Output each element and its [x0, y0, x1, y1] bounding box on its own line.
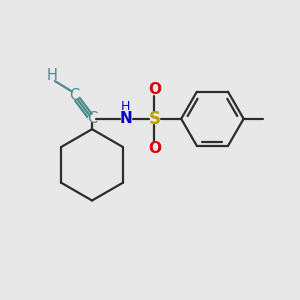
Text: N: N: [120, 111, 133, 126]
Text: C: C: [87, 111, 97, 126]
Text: O: O: [148, 141, 161, 156]
Text: H: H: [46, 68, 57, 83]
Text: S: S: [148, 110, 160, 128]
Text: C: C: [69, 88, 79, 103]
Text: H: H: [121, 100, 130, 113]
Text: O: O: [148, 82, 161, 97]
